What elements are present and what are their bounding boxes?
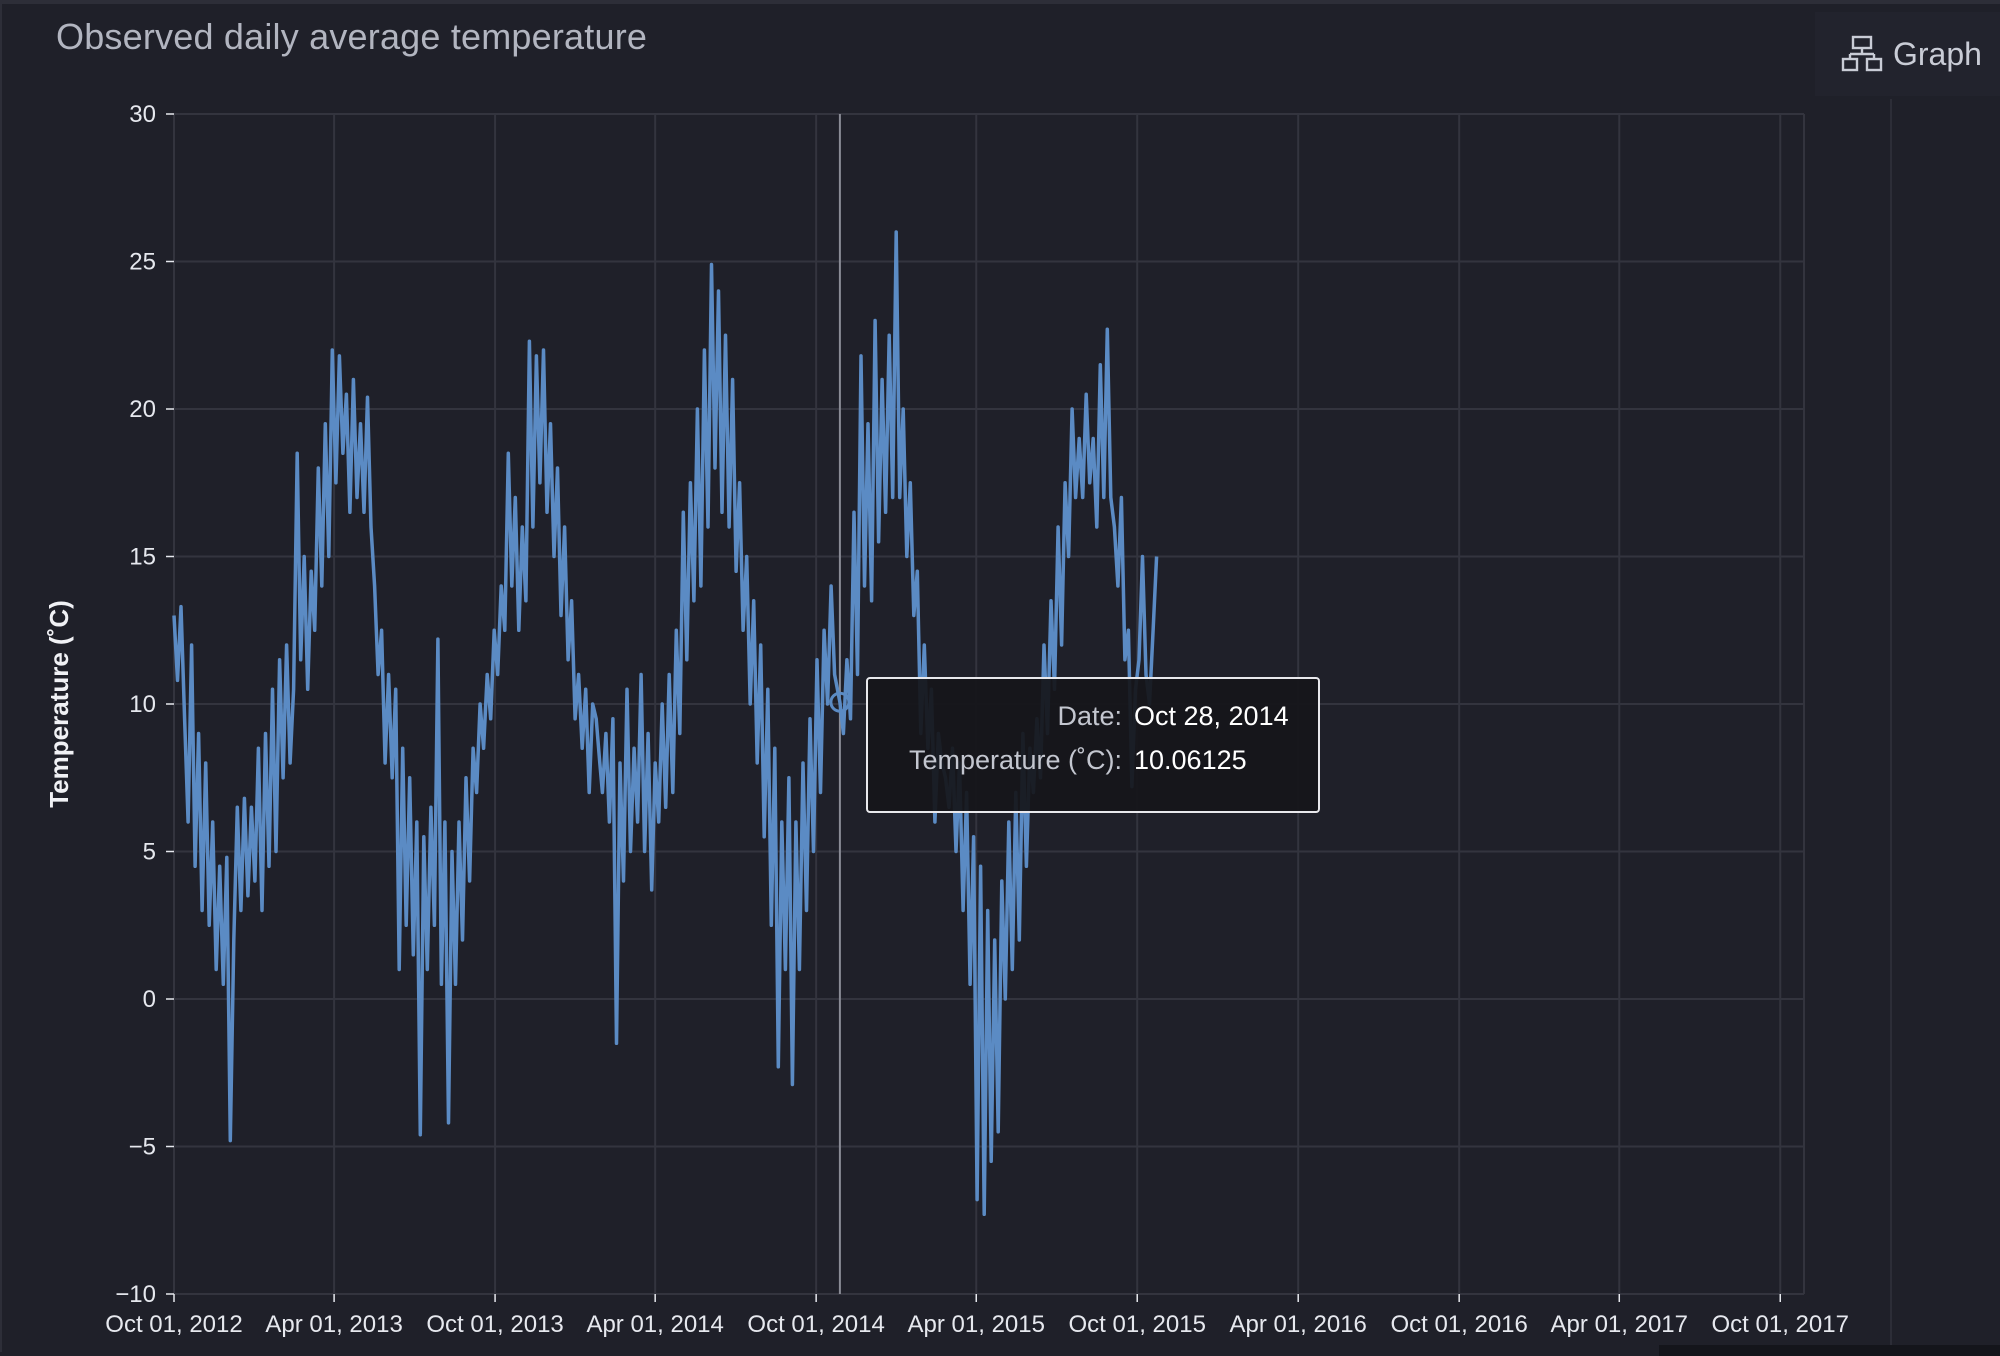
y-tick-label: 20 bbox=[129, 396, 156, 423]
y-tick-label: 5 bbox=[143, 839, 156, 866]
x-tick-label: Oct 01, 2013 bbox=[426, 1311, 563, 1338]
tooltip-temp-key: Temperature (˚C): bbox=[908, 745, 1122, 775]
x-tick-label: Oct 01, 2012 bbox=[105, 1311, 242, 1338]
y-axis: 30 25 20 15 10 5 0 −5 −10 bbox=[115, 101, 174, 1308]
temperature-line-chart[interactable]: 30 25 20 15 10 5 0 −5 −10 Oct 01, 2012 Apr 01, 20… bbox=[2, 4, 2000, 1356]
y-tick-label: −5 bbox=[129, 1134, 156, 1161]
panel-divider bbox=[1890, 99, 1892, 1356]
x-tick-label: Apr 01, 2016 bbox=[1229, 1311, 1366, 1338]
tooltip-temp-row: Temperature (˚C): 10.06125 bbox=[892, 745, 1294, 789]
tooltip-temp-value: 10.06125 bbox=[1134, 745, 1247, 775]
panel-title: Observed daily average temperature bbox=[56, 16, 648, 57]
y-tick-label: −10 bbox=[115, 1281, 156, 1308]
hierarchy-graph-icon bbox=[1841, 35, 1883, 73]
x-tick-label: Oct 01, 2016 bbox=[1390, 1311, 1527, 1338]
tooltip-date-value: Oct 28, 2014 bbox=[1134, 701, 1289, 731]
tooltip-date-row: Date: Oct 28, 2014 bbox=[892, 701, 1294, 745]
hover-tooltip: Date: Oct 28, 2014 Temperature (˚C): 10.… bbox=[866, 677, 1320, 813]
x-tick-label: Apr 01, 2014 bbox=[586, 1311, 723, 1338]
y-tick-label: 10 bbox=[129, 691, 156, 718]
x-axis: Oct 01, 2012 Apr 01, 2013 Oct 01, 2013 Apr … bbox=[105, 1294, 1849, 1338]
x-tick-label: Apr 01, 2013 bbox=[265, 1311, 402, 1338]
y-tick-label: 25 bbox=[129, 249, 156, 276]
x-tick-label: Oct 01, 2014 bbox=[747, 1311, 884, 1338]
x-tick-label: Oct 01, 2017 bbox=[1712, 1311, 1849, 1338]
tooltip-date-key: Date: bbox=[1057, 701, 1122, 731]
y-tick-label: 0 bbox=[143, 986, 156, 1013]
hover-point-marker bbox=[829, 691, 851, 713]
temperature-series-line[interactable] bbox=[172, 230, 1159, 1217]
graph-button-label: Graph bbox=[1893, 35, 1982, 72]
y-tick-label: 30 bbox=[129, 101, 156, 128]
chart-grid bbox=[173, 113, 1805, 1295]
y-axis-label: Temperature (˚C) bbox=[44, 600, 74, 808]
x-tick-label: Apr 01, 2015 bbox=[908, 1311, 1045, 1338]
graph-view-button[interactable]: Graph bbox=[1815, 12, 2000, 96]
x-tick-label: Apr 01, 2017 bbox=[1551, 1311, 1688, 1338]
y-tick-label: 15 bbox=[129, 544, 156, 571]
x-tick-label: Oct 01, 2015 bbox=[1069, 1311, 1206, 1338]
bottom-scroll-strip bbox=[1659, 1345, 2000, 1356]
